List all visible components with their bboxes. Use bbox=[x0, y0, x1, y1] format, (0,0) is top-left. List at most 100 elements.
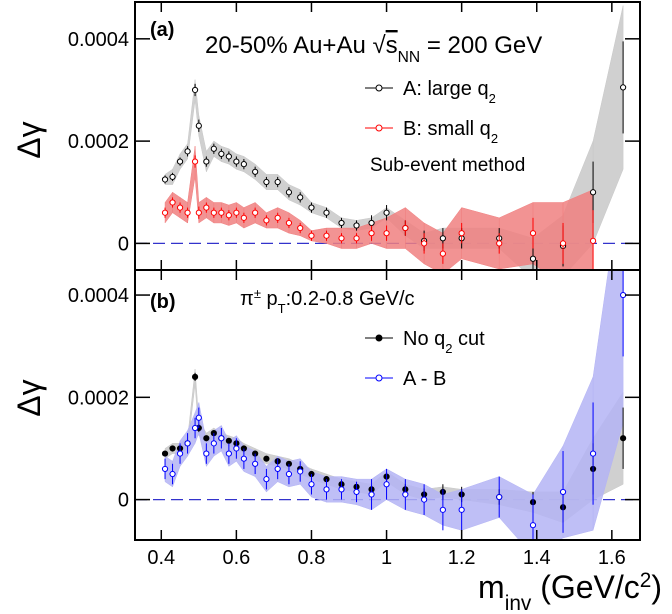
data-point bbox=[285, 219, 293, 227]
data-point bbox=[252, 460, 259, 467]
annotation-part: p bbox=[261, 288, 278, 310]
legend-sub: 2 bbox=[491, 131, 498, 146]
data-point bbox=[218, 209, 225, 216]
data-point bbox=[203, 435, 210, 442]
data-point bbox=[191, 86, 199, 94]
data-point bbox=[620, 84, 627, 91]
systematic-band bbox=[461, 476, 500, 531]
data-point bbox=[353, 488, 360, 496]
systematic-band bbox=[254, 163, 267, 191]
legend-text: B: small q bbox=[403, 118, 491, 140]
annotation: minv (GeV/c2) bbox=[478, 569, 662, 614]
legend-label: A: large q2 bbox=[403, 78, 496, 106]
data-point bbox=[169, 445, 176, 452]
systematic-band bbox=[562, 376, 594, 539]
legend-label: No q2 cut bbox=[403, 328, 485, 356]
data-point bbox=[240, 455, 247, 462]
legend-marker bbox=[375, 84, 383, 92]
systematic-band bbox=[498, 202, 534, 270]
data-point bbox=[353, 235, 360, 242]
legend-sub: 2 bbox=[445, 341, 452, 356]
data-point bbox=[176, 158, 184, 165]
data-point bbox=[233, 445, 240, 452]
annotation-part: NN bbox=[398, 49, 421, 66]
data-point bbox=[338, 219, 345, 227]
data-point bbox=[263, 455, 270, 462]
y-axis-label: Δγ bbox=[11, 121, 47, 158]
systematic-band bbox=[243, 155, 256, 180]
data-point bbox=[203, 158, 210, 165]
data-point bbox=[338, 235, 345, 242]
annotation: 20-50% Au+Au √sNN = 200 GeV bbox=[205, 32, 542, 66]
data-point bbox=[368, 230, 375, 237]
systematic-band bbox=[198, 402, 207, 467]
data-point bbox=[496, 240, 503, 247]
data-point bbox=[297, 194, 304, 201]
data-point bbox=[620, 435, 627, 442]
x-tick-label: 0.4 bbox=[147, 547, 175, 569]
data-point bbox=[191, 424, 199, 432]
legend-text: A - B bbox=[403, 368, 446, 390]
data-point bbox=[338, 486, 345, 493]
data-point bbox=[274, 465, 281, 473]
systematic-band bbox=[277, 173, 290, 201]
data-point bbox=[383, 481, 390, 488]
y-tick-label: 0 bbox=[118, 233, 129, 255]
legend-label: B: small q2 bbox=[403, 118, 498, 146]
annotation-part: ± bbox=[254, 286, 261, 301]
data-point bbox=[323, 232, 330, 239]
data-point bbox=[240, 161, 247, 168]
data-point bbox=[458, 230, 465, 237]
x-tick-label: 1 bbox=[381, 547, 392, 569]
data-point bbox=[529, 230, 537, 237]
data-point bbox=[496, 493, 503, 501]
data-point bbox=[439, 506, 446, 513]
data-point bbox=[176, 204, 184, 211]
systematic-band bbox=[206, 140, 215, 172]
y-tick-label: 0.0004 bbox=[68, 285, 129, 307]
data-point bbox=[402, 491, 409, 498]
y-tick-label: 0.0002 bbox=[68, 387, 129, 409]
data-point bbox=[353, 222, 360, 229]
data-point bbox=[297, 224, 304, 232]
annotation-part: = 200 GeV bbox=[420, 32, 542, 59]
data-point bbox=[297, 468, 304, 475]
data-point bbox=[252, 209, 259, 216]
panel-label: (a) bbox=[150, 19, 174, 41]
systematic-band bbox=[405, 207, 425, 265]
plot-frame bbox=[134, 269, 641, 541]
systematic-band bbox=[592, 5, 624, 244]
note: Sub-event method bbox=[370, 155, 525, 176]
legend-label: A - B bbox=[403, 368, 446, 390]
data-point bbox=[559, 240, 567, 247]
x-tick-label: 1.4 bbox=[523, 547, 551, 569]
data-point bbox=[589, 189, 597, 196]
data-point bbox=[439, 250, 446, 257]
systematic-band bbox=[187, 412, 196, 458]
y-tick-label: 0.0002 bbox=[68, 131, 129, 153]
data-point bbox=[176, 450, 184, 457]
data-point bbox=[169, 470, 176, 478]
systematic-band bbox=[562, 189, 594, 270]
data-point bbox=[184, 148, 191, 155]
data-point bbox=[195, 414, 202, 421]
data-point bbox=[210, 209, 217, 216]
data-point bbox=[210, 145, 217, 152]
plot-area bbox=[135, 5, 640, 270]
data-point bbox=[191, 158, 199, 165]
data-point bbox=[252, 168, 259, 175]
data-point bbox=[263, 476, 270, 483]
legend-marker bbox=[375, 334, 383, 342]
x-tick-label: 0.8 bbox=[298, 547, 326, 569]
data-point bbox=[308, 204, 315, 211]
data-point bbox=[161, 209, 169, 216]
data-point bbox=[263, 217, 270, 224]
data-point bbox=[203, 204, 210, 211]
data-point bbox=[161, 176, 169, 183]
data-point bbox=[218, 150, 225, 158]
data-point bbox=[184, 209, 191, 216]
data-point bbox=[458, 506, 465, 513]
x-tick-label: 1.6 bbox=[598, 547, 626, 569]
systematic-band bbox=[221, 425, 230, 467]
